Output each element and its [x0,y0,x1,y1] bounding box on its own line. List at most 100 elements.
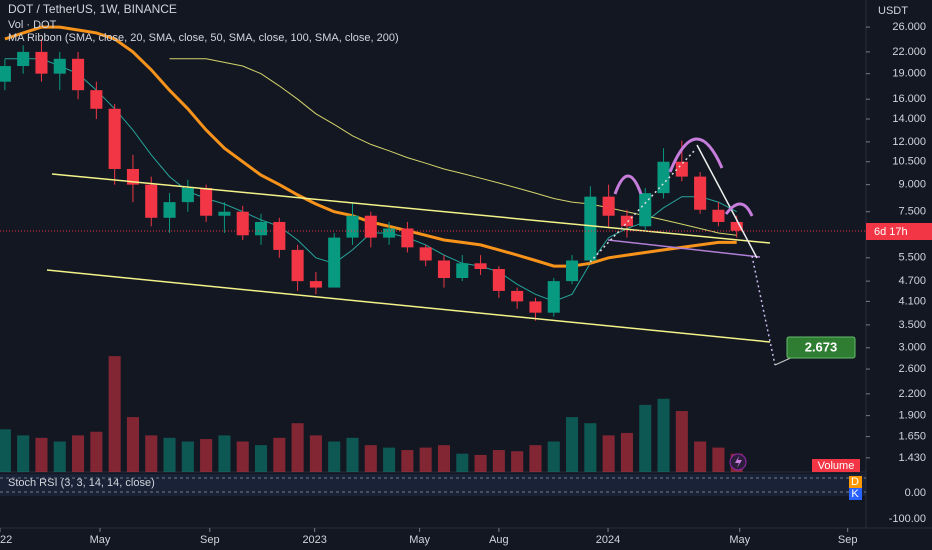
x-tick-label: May [409,534,430,546]
volume-bar [273,437,286,472]
candle-body [511,290,524,302]
candle-body [0,66,11,82]
candle-body [584,196,597,261]
volume-bar [584,423,597,472]
y-tick-label: 9.000 [898,179,926,191]
head-arc [668,137,724,173]
y-tick-label: 14.000 [892,113,926,125]
volume-bar [72,435,85,472]
candle-body [181,187,194,203]
y-tick-label: 1.900 [898,410,926,422]
candle-body [72,58,85,91]
candle-body [401,228,414,248]
volume-bar [309,435,322,472]
candle-body [291,249,304,282]
volume-bar [657,398,670,472]
volume-bar [675,411,688,472]
volume-bar [401,450,414,472]
k-tag: K [851,488,859,500]
marks [0,25,743,472]
candle-body [657,161,670,194]
volume-bar [511,451,524,472]
y-tick-label: 1.430 [898,452,926,464]
candle-body [566,260,579,282]
volume-bar [364,445,377,472]
y-tick-label: 16.000 [892,93,926,105]
y-tick-label: 22.000 [892,46,926,58]
volume-bar [492,450,505,472]
rsi-band [0,474,866,496]
y-tick-label: 4.700 [898,275,926,287]
volume-bar [437,445,451,472]
candle-body [309,281,322,288]
k-tag-box [849,488,862,500]
candle-body [346,215,359,238]
x-tick-label: Aug [489,534,509,546]
volume-bar [218,435,231,472]
candle-body [730,221,743,231]
candle-body [675,161,688,177]
volume-bar [291,423,304,472]
candle-body [620,215,633,227]
volume-bar [90,431,103,472]
candle-body [547,281,560,313]
d-tag-box [849,476,862,488]
volume-bar [17,435,30,472]
volume-bar [419,447,432,472]
candle-body [712,209,725,222]
candle-body [419,247,432,261]
alert-bolt [735,456,742,468]
target-box [786,336,856,359]
volume-tag-box [812,459,860,472]
volume-bar [639,404,652,472]
rsi-tick-label: 0.00 [905,487,926,499]
volume-bar [145,435,158,472]
shoulder-arc [613,174,643,195]
volume-bar [108,356,121,472]
volume-bar [474,454,487,472]
volume-bar [181,441,194,472]
x-tick-label: May [729,534,750,546]
candle-body [218,211,231,216]
candle-body [145,184,158,218]
volume-bar [328,441,341,472]
candle-body [108,108,121,169]
y-tick-label: 2.200 [898,388,926,400]
x-tick-label: 22 [0,534,12,546]
candle-body [273,221,286,250]
y-tick-label: 26.000 [892,21,926,33]
ma-legend: MA Ribbon (SMA, close, 20, SMA, close, 5… [8,32,399,44]
x-tick-label: Sep [200,534,220,546]
volume-bar [712,447,725,472]
x-tick-label: 2024 [596,534,620,546]
y-tick-label: 1.650 [898,430,926,442]
target-label: 2.673 [805,339,838,354]
symbol-title: DOT / TetherUS, 1W, BINANCE [8,2,177,16]
candle-body [492,268,505,291]
candle-body [694,176,707,210]
volume-bar [236,441,249,472]
x-tick-label: Sep [838,534,858,546]
volume-legend: Vol · DOT [8,19,57,31]
candle-body [437,260,451,278]
volume-bar [694,441,707,472]
volume-bar [456,453,469,472]
volume-bar [126,417,139,472]
volume-bar [547,441,560,472]
y-tick-label: 5.500 [898,252,926,264]
volume-bar [254,445,268,472]
candle-body [383,228,396,238]
countdown: 6d 17h [874,226,908,238]
shoulder-arc [724,202,754,217]
volume-bar [200,439,213,472]
trendline [46,269,771,343]
volume-tag: Volume [818,460,855,472]
currency: USDT [878,5,908,17]
x-tick-label: 2023 [302,534,326,546]
volume-bar [383,447,396,472]
candle-body [254,221,268,236]
rsi-tick-label: -100.00 [889,513,926,525]
volume-bar [346,437,359,472]
candle-body [236,211,249,236]
